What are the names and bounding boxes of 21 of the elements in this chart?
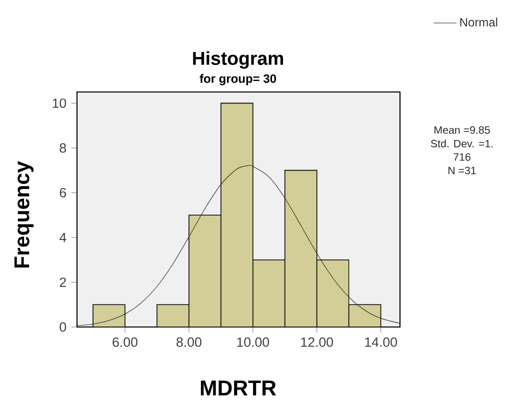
chart-title: Histogram: [193, 51, 284, 69]
y-tick-label: 4: [59, 232, 66, 242]
y-tick-label: 6: [60, 188, 66, 198]
x-tick-label: 14.00: [365, 337, 397, 347]
x-tick-label: 8.00: [176, 337, 202, 347]
x-tick-label: 10.00: [237, 337, 270, 347]
y-tick-label: 8: [60, 143, 66, 153]
y-tick-label: 10: [52, 98, 66, 108]
text: Std. Dev. =1.: [430, 140, 493, 148]
text: 716: [454, 153, 470, 161]
y-tick-label: 0: [60, 322, 66, 332]
legend-label: Normal: [460, 18, 498, 27]
y-axis-title: Frequency: [14, 161, 34, 268]
x-tick-label: 12.00: [301, 337, 334, 347]
x-axis-title: MDRTR: [200, 380, 276, 396]
x-tick-label: 6.00: [112, 337, 138, 347]
chart-subtitle: for group= 30: [200, 74, 276, 86]
line-series: [77, 165, 400, 326]
y-tick-label: 2: [60, 278, 66, 287]
text: N =31: [448, 166, 476, 174]
text: Mean =9.85: [434, 126, 490, 134]
